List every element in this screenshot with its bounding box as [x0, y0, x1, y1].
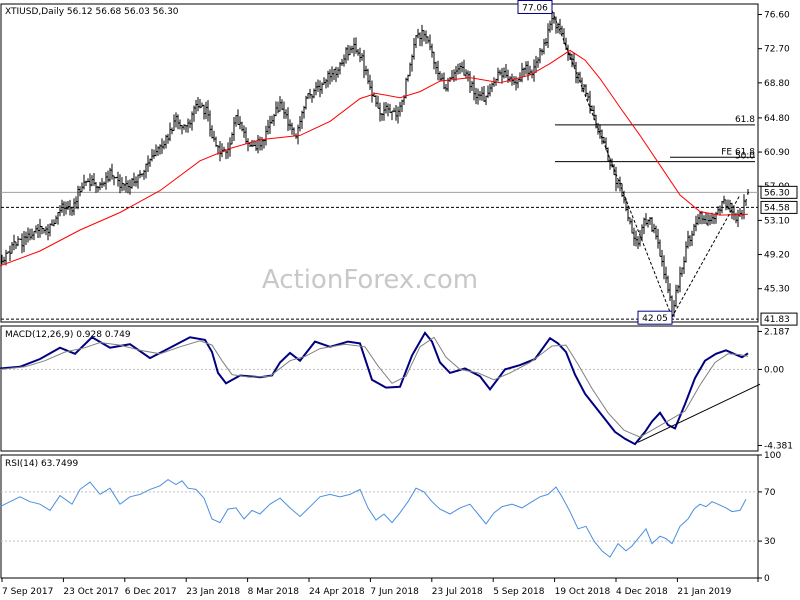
price-y-tick: 60.90	[764, 148, 790, 158]
level-tag: 56.30	[764, 188, 790, 198]
price-y-tick: 53.10	[764, 216, 790, 226]
rsi-pane-frame	[0, 454, 759, 579]
moving-average-line	[0, 49, 749, 267]
fibonacci-label: 50.0	[735, 152, 755, 162]
x-tick: 6 Dec 2017	[125, 587, 177, 597]
rsi-y-tick: 70	[764, 488, 776, 498]
price-y-tick: 76.60	[764, 11, 790, 21]
rsi-y-tick: 100	[764, 451, 781, 461]
x-tick: 4 Dec 2018	[616, 587, 668, 597]
level-tag-box	[760, 312, 798, 326]
macd-y-tick: 2.187	[764, 327, 790, 337]
level-tag: 54.58	[764, 203, 790, 213]
fibonacci-label: FE 61.8	[721, 147, 755, 157]
x-tick: 8 Mar 2018	[248, 587, 300, 597]
level-tag-box	[760, 200, 798, 214]
macd-trendline	[637, 383, 761, 443]
price-y-tick: 45.30	[764, 285, 790, 295]
x-tick: 23 Jul 2018	[432, 587, 483, 597]
price-y-tick: 64.80	[764, 114, 790, 124]
x-tick: 21 Jan 2019	[677, 587, 731, 597]
x-tick: 23 Oct 2017	[63, 587, 119, 597]
x-tick: 7 Jun 2018	[370, 587, 419, 597]
x-tick: 7 Sep 2017	[2, 587, 53, 597]
x-tick: 23 Jan 2018	[186, 587, 240, 597]
price-callout-box	[517, 0, 553, 14]
rsi-line	[0, 478, 747, 558]
price-title: XTIUSD,Daily 56.12 56.68 56.03 56.30	[5, 7, 179, 17]
rsi-title: RSI(14) 63.7499	[5, 459, 78, 469]
price-candles	[1, 11, 749, 318]
price-y-tick: 72.70	[764, 45, 790, 55]
price-callout: 77.06	[522, 3, 548, 13]
macd-y-tick: 0.00	[764, 365, 784, 375]
price-y-tick: 68.80	[764, 79, 790, 89]
watermark: ActionForex.com	[262, 265, 478, 295]
price-trendline	[551, 10, 673, 318]
macd-y-tick: -4.381	[764, 441, 793, 451]
x-tick: 24 Apr 2018	[309, 587, 365, 597]
price-callout: 42.05	[642, 314, 668, 324]
price-y-tick: 49.20	[764, 251, 790, 261]
macd-signal-line	[0, 336, 749, 438]
price-callout-box	[637, 310, 673, 325]
macd-pane-frame	[0, 325, 759, 452]
level-tag-box	[760, 185, 798, 199]
price-pane-frame	[0, 3, 759, 323]
rsi-y-tick: 0	[764, 574, 770, 584]
macd-title: MACD(12,26,9) 0.928 0.749	[5, 330, 131, 340]
x-tick: 5 Sep 2018	[493, 587, 545, 597]
rsi-y-tick: 30	[764, 537, 776, 547]
price-trendline	[671, 194, 741, 318]
level-tag: 41.83	[764, 315, 790, 325]
x-tick: 19 Oct 2018	[555, 587, 611, 597]
macd-line	[0, 331, 749, 446]
fibonacci-label: 61.8	[735, 115, 755, 125]
